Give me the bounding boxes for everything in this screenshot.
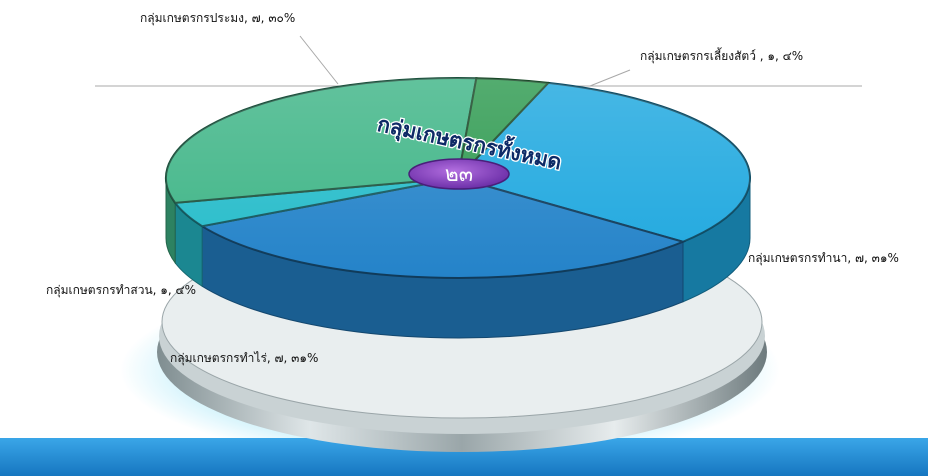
slice-labels: กลุ่มเกษตรกรทำนา, ๗, ๓๑% กลุ่มเกษตรกรทำไร… xyxy=(46,11,899,366)
center-oval xyxy=(408,158,510,190)
slice-1-label: กลุ่มเกษตรกรทำนา, ๗, ๓๑% xyxy=(748,251,899,266)
slice-5-label: กลุ่มเกษตรกรเลี้ยงสัตว์ , ๑, ๔% xyxy=(640,47,803,64)
leader-line-fishery xyxy=(299,35,339,85)
slice-3-label: กลุ่มเกษตรกรทำสวน, ๑, ๔% xyxy=(46,283,196,298)
leader-line-livestock xyxy=(589,69,631,87)
center-value: ๒๓ xyxy=(445,162,473,186)
slice-2-label: กลุ่มเกษตรกรทำไร่, ๗, ๓๑% xyxy=(170,351,318,366)
pie-sides xyxy=(165,177,751,339)
slice-4-label: กลุ่มเกษตรกรประมง, ๗, ๓๐% xyxy=(140,11,295,26)
